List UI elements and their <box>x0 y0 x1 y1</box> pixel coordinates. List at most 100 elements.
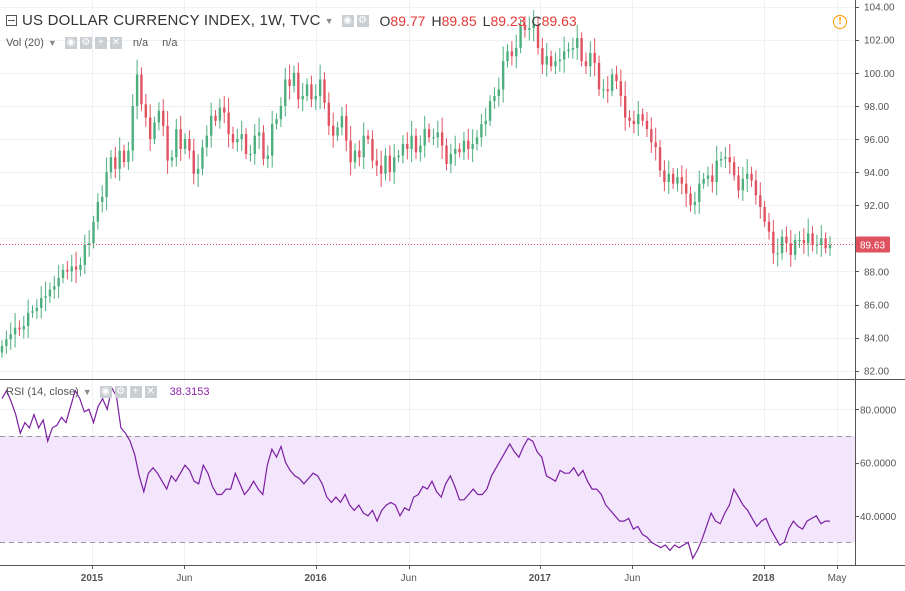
candle[interactable] <box>314 84 317 110</box>
candle[interactable] <box>615 65 618 89</box>
candle[interactable] <box>484 107 487 137</box>
candle[interactable] <box>619 69 623 107</box>
candle[interactable] <box>5 330 8 354</box>
candle[interactable] <box>501 46 505 103</box>
candle[interactable] <box>9 322 12 350</box>
candle[interactable] <box>780 229 784 260</box>
candle[interactable] <box>772 219 775 264</box>
candle[interactable] <box>61 263 65 284</box>
candle[interactable] <box>680 165 684 195</box>
candle[interactable] <box>79 257 82 277</box>
settings-icon[interactable]: ⚙ <box>79 37 92 49</box>
candle[interactable] <box>166 111 169 174</box>
chevron-down-icon[interactable]: ▼ <box>47 38 57 48</box>
candle[interactable] <box>536 17 540 55</box>
candle[interactable] <box>275 113 278 130</box>
candle[interactable] <box>35 299 39 320</box>
candle[interactable] <box>737 166 740 199</box>
candle[interactable] <box>214 110 217 127</box>
candle[interactable] <box>292 65 296 93</box>
candle[interactable] <box>196 154 200 188</box>
candle[interactable] <box>262 125 265 166</box>
candle[interactable] <box>493 87 496 109</box>
candle[interactable] <box>240 120 243 151</box>
candle[interactable] <box>358 140 361 167</box>
add-icon[interactable]: + <box>94 37 107 49</box>
candle[interactable] <box>732 156 736 181</box>
warning-icon[interactable]: ! <box>833 15 847 29</box>
close-icon[interactable]: ✕ <box>144 386 157 398</box>
candle[interactable] <box>379 150 383 188</box>
candle[interactable] <box>793 234 797 261</box>
candle[interactable] <box>284 67 287 117</box>
candle[interactable] <box>401 135 405 164</box>
candle[interactable] <box>449 143 453 174</box>
candle[interactable] <box>671 167 675 189</box>
candle[interactable] <box>650 117 653 153</box>
candle[interactable] <box>724 146 727 169</box>
candle[interactable] <box>759 182 762 219</box>
candle[interactable] <box>345 104 348 152</box>
candle[interactable] <box>414 128 418 159</box>
candlestick-series[interactable] <box>0 10 832 358</box>
candle[interactable] <box>698 170 701 214</box>
candle[interactable] <box>327 92 331 136</box>
candle[interactable] <box>188 130 191 159</box>
price-axis[interactable]: 104.00 102.00 100.00 98.00 96.00 94.00 92.00 88… <box>855 3 895 378</box>
candle[interactable] <box>114 146 117 179</box>
candle[interactable] <box>785 226 788 253</box>
candle[interactable] <box>48 282 52 303</box>
candle[interactable] <box>767 213 771 240</box>
candle[interactable] <box>305 78 309 102</box>
collapse-icon[interactable] <box>6 15 17 26</box>
candle[interactable] <box>393 143 396 185</box>
candle[interactable] <box>340 107 344 136</box>
candle[interactable] <box>798 231 801 248</box>
candle[interactable] <box>693 191 697 215</box>
candle[interactable] <box>153 116 156 145</box>
visibility-icon[interactable]: ◉ <box>99 386 112 398</box>
candle[interactable] <box>754 170 758 205</box>
candle[interactable] <box>641 108 644 127</box>
candle[interactable] <box>231 126 235 149</box>
candle[interactable] <box>593 38 596 77</box>
candle[interactable] <box>776 238 779 267</box>
volume-label[interactable]: Vol (20) <box>6 37 44 49</box>
candle[interactable] <box>719 151 723 168</box>
candle[interactable] <box>288 64 291 100</box>
candle[interactable] <box>353 143 357 169</box>
candle[interactable] <box>87 230 91 257</box>
candle[interactable] <box>13 312 17 348</box>
candle[interactable] <box>140 67 143 111</box>
candle[interactable] <box>471 129 474 163</box>
candle[interactable] <box>209 102 213 148</box>
candle[interactable] <box>410 120 413 163</box>
candle[interactable] <box>454 135 457 166</box>
candle[interactable] <box>532 10 535 42</box>
candle[interactable] <box>0 340 4 358</box>
candle[interactable] <box>74 251 78 284</box>
candle[interactable] <box>397 149 400 163</box>
rsi-line[interactable] <box>1 386 830 560</box>
candle[interactable] <box>497 77 500 107</box>
candle[interactable] <box>820 225 823 257</box>
candle[interactable] <box>323 72 326 110</box>
candle[interactable] <box>458 143 461 158</box>
candle[interactable] <box>148 104 152 151</box>
candle[interactable] <box>362 122 365 170</box>
settings-icon[interactable]: ⚙ <box>114 386 127 398</box>
candle[interactable] <box>828 236 832 257</box>
candle[interactable] <box>741 166 745 201</box>
candle[interactable] <box>310 75 313 108</box>
visibility-icon[interactable]: ◉ <box>64 37 77 49</box>
candle[interactable] <box>763 201 766 227</box>
candle[interactable] <box>179 115 182 161</box>
visibility-icon[interactable]: ◉ <box>341 14 354 27</box>
candle[interactable] <box>57 264 60 299</box>
candle[interactable] <box>332 112 335 148</box>
candle[interactable] <box>632 110 636 134</box>
candle[interactable] <box>528 16 531 41</box>
symbol-title[interactable]: US DOLLAR CURRENCY INDEX, 1W, TVC <box>22 12 321 29</box>
candle[interactable] <box>236 128 239 152</box>
